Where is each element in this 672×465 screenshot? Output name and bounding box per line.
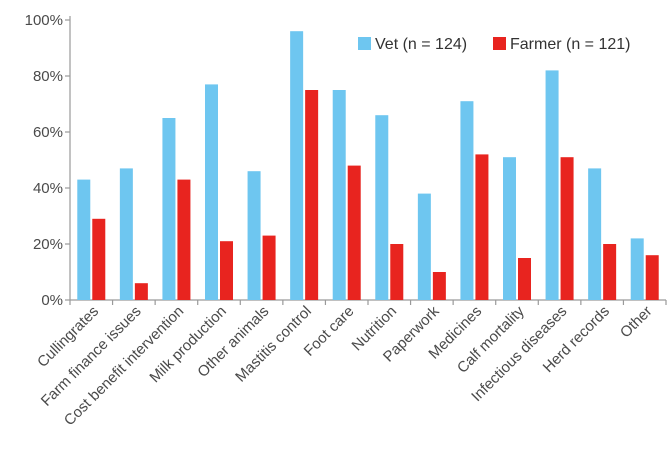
bar-vet-1 — [119, 168, 133, 300]
bar-vet-6 — [332, 90, 346, 300]
bar-farmer-0 — [92, 218, 106, 300]
bars — [77, 31, 659, 301]
y-tick-label: 0% — [41, 292, 63, 309]
bar-vet-13 — [630, 238, 644, 300]
y-axis: 0% 20% 40% 60% 80% 100% — [25, 12, 71, 309]
y-tick-label: 100% — [25, 12, 63, 29]
legend-label-vet: Vet (n = 124) — [375, 36, 467, 53]
bar-farmer-9 — [475, 154, 489, 300]
category-label: Mastitis control — [232, 303, 315, 386]
bar-farmer-13 — [645, 255, 659, 300]
bar-vet-9 — [460, 101, 474, 300]
bar-farmer-7 — [390, 244, 404, 300]
category-label: Other — [617, 303, 656, 342]
bar-farmer-2 — [177, 179, 191, 300]
bar-farmer-6 — [347, 165, 361, 300]
y-tick-label: 40% — [33, 180, 63, 197]
bar-vet-8 — [417, 193, 431, 300]
legend-swatch-farmer — [493, 37, 506, 50]
bar-farmer-8 — [432, 272, 446, 300]
bar-farmer-11 — [560, 157, 574, 300]
y-tick-label: 80% — [33, 68, 63, 85]
bar-vet-10 — [503, 157, 516, 300]
y-tick-label: 60% — [33, 124, 63, 141]
bar-vet-7 — [375, 115, 389, 300]
bar-vet-12 — [588, 168, 602, 300]
legend-label-farmer: Farmer (n = 121) — [510, 36, 630, 53]
bar-vet-4 — [247, 171, 261, 300]
bar-farmer-3 — [220, 241, 233, 300]
bar-vet-0 — [77, 179, 91, 300]
bar-farmer-5 — [305, 90, 319, 300]
bar-vet-5 — [290, 31, 304, 300]
bar-farmer-10 — [518, 258, 531, 300]
bar-farmer-4 — [262, 235, 276, 300]
bar-vet-11 — [545, 70, 559, 301]
legend-swatch-vet — [358, 37, 371, 50]
y-tick-label: 20% — [33, 236, 63, 253]
legend: Vet (n = 124) Farmer (n = 121) — [358, 36, 630, 53]
bar-vet-2 — [162, 118, 176, 300]
bar-farmer-12 — [603, 244, 617, 300]
bar-farmer-1 — [134, 283, 148, 300]
bar-vet-3 — [205, 84, 218, 301]
